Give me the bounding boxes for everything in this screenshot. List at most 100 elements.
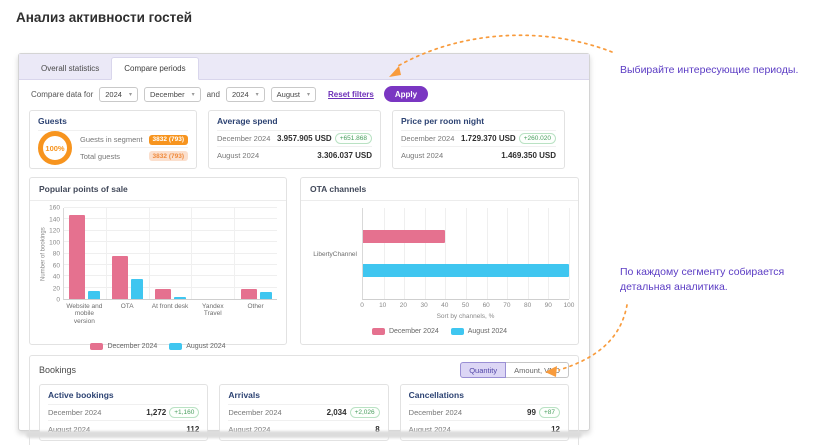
row-value: 99 +87 [527,407,560,418]
category-label: Other [247,303,264,310]
row-value: 1.469.350 USD [501,150,556,160]
legend-item: August 2024 [450,327,507,335]
delta-badge: +87 [538,407,560,418]
x-tick-label: 20 [399,302,408,309]
legend-item: August 2024 [169,342,226,350]
row-value: 8 [375,424,380,434]
row-label: December 2024 [408,408,463,417]
price-per-room-night-title: Price per room night [401,116,556,131]
row-label: Total guests [80,151,121,161]
bar-december-2024 [69,215,86,299]
filter-row: Compare data for 2024 ▾ December ▾ and 2… [19,80,589,108]
legend-swatch [450,327,464,335]
y-tick-label: 120 [49,227,60,235]
bar-december-2024 [240,289,257,299]
table-row: December 2024 1,272 +1,160 [48,405,200,421]
charts-row: Popular points of sale Number of booking… [19,177,589,350]
row-label: August 2024 [401,150,444,160]
bar-december-2024 [363,229,446,243]
average-spend-title: Average spend [217,116,372,131]
y-tick-label: 0 [56,296,60,304]
x-tick-label: 50 [461,302,470,309]
year2-value: 2024 [231,89,249,99]
bookings-section: Bookings Quantity Amount, VND Active boo… [29,355,579,445]
y-tick-label: 80 [52,250,60,258]
table-row: August 2024 3.306.037 USD [217,147,372,163]
and-label: and [206,89,220,99]
bar-august-2024 [173,296,186,299]
plot-area [63,207,277,300]
legend-label: December 2024 [107,342,158,350]
toggle-quantity[interactable]: Quantity [460,362,507,378]
legend-label: August 2024 [186,342,226,350]
x-tick-label: 10 [379,302,387,309]
y-tick-label: 20 [52,285,60,292]
x-tick-label: 40 [441,302,449,309]
compare-data-for-label: Compare data for [31,89,94,99]
category-label: Yandex Travel [202,303,224,318]
row-value: 1,272 +1,160 [146,407,200,418]
row-label: August 2024 [217,150,260,160]
toggle-amount-vnd[interactable]: Amount, VND [506,362,569,378]
y-tick-label: 160 [49,204,60,212]
guests-card: Guests 100% Guests in segment 3832 (793)… [29,110,197,169]
year1-value: 2024 [105,89,122,99]
chevron-down-icon: ▾ [128,91,132,98]
delta-badge: +260.020 [518,133,556,144]
y-tick-label: 100 [49,239,60,246]
bookings-title: Bookings [39,365,77,375]
price-per-room-night-card: Price per room night December 2024 1.729… [392,110,565,169]
bar-group [192,208,236,299]
delta-badge: +1,160 [169,407,200,418]
chevron-down-icon: ▾ [255,91,259,98]
table-row: August 2024 8 [228,421,379,437]
total-guests-row: Total guests 3832 (793) [80,148,188,164]
annotation-periods: Выбирайте интересующие периоды. [620,64,799,76]
y-axis-ticks: 0 20 40 60 80 100 120 140 160 [48,204,63,304]
chart-legend: December 2024 August 2024 [310,324,569,338]
x-axis-label: Sort by channels, % [436,313,495,320]
panel-bottom-shadow [26,431,582,438]
y-tick-label: 40 [52,273,60,281]
category-label: At front desk [151,303,189,310]
average-spend-card: Average spend December 2024 3.957.905 US… [208,110,381,169]
row-label: August 2024 [48,424,91,434]
table-row: December 2024 1.729.370 USD +260.020 [401,131,556,147]
tab-compare-periods[interactable]: Compare periods [111,57,199,80]
table-row: December 2024 99 +87 [408,405,560,421]
x-axis-category-labels: Website and mobile version OTA At front de… [63,303,277,335]
month2-select[interactable]: August ▾ [270,86,317,102]
bar-group [235,208,277,299]
month2-value: August [276,89,301,99]
popular-points-of-sale-chart: Popular points of sale Number of booking… [29,177,287,350]
x-axis-ticks: 0 10 20 30 40 50 60 70 80 90 100 [360,302,574,311]
y-tick-label: 140 [49,216,60,223]
x-tick-label: 80 [523,302,532,309]
guests-donut-chart: 100% [38,131,72,165]
row-label: August 2024 [228,424,271,434]
row-value: 2,034 +2,026 [327,407,380,418]
tab-overall-statistics[interactable]: Overall statistics [41,64,100,73]
x-tick-label: 60 [482,302,490,309]
row-label: December 2024 [217,134,271,143]
table-row: August 2024 12 [409,421,560,437]
legend-label: December 2024 [388,327,439,335]
month1-select[interactable]: December ▾ [143,86,201,102]
row-value: 3.306.037 USD [317,150,372,160]
x-tick-label: 70 [503,302,511,309]
row-value: 3.957.905 USD +651.868 [277,133,372,144]
bar-group [107,208,150,299]
bar-december-2024 [112,256,129,299]
guests-segment-badge: 3832 (793) [148,134,188,145]
year2-select[interactable]: 2024 ▾ [225,86,265,102]
bar-december-2024 [154,289,171,299]
row-label: December 2024 [228,408,282,417]
bar-group [150,208,193,299]
chart-title: OTA channels [301,178,578,201]
year1-select[interactable]: 2024 ▾ [99,86,138,102]
legend-item: December 2024 [90,342,158,350]
reset-filters-link[interactable]: Reset filters [328,89,374,99]
apply-button[interactable]: Apply [383,86,429,102]
category-label: Website and mobile version [66,303,103,325]
